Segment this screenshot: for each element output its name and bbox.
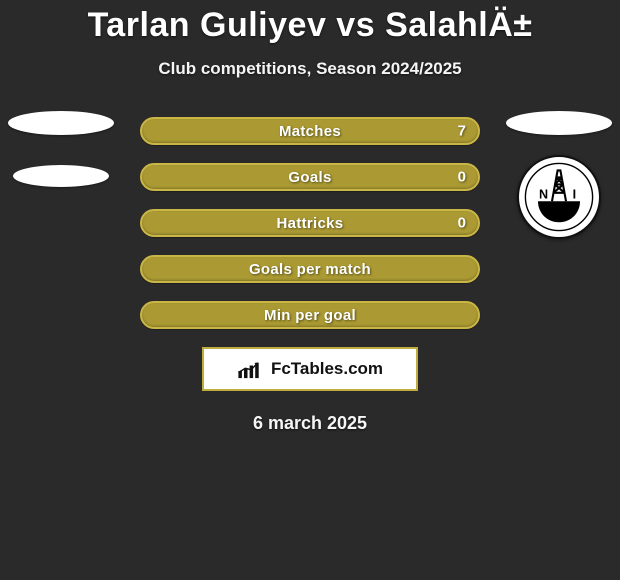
oil-derrick-icon: N I	[524, 162, 594, 232]
footer-date: 6 march 2025	[0, 413, 620, 434]
page-title: Tarlan Guliyev vs SalahlÄ±	[0, 0, 620, 45]
badge-left-letter: N	[539, 187, 548, 201]
stat-bar-goals: Goals 0	[140, 163, 480, 191]
left-player-placeholder	[8, 111, 114, 187]
badge-right-letter: I	[573, 187, 577, 201]
stat-value: 0	[458, 215, 466, 232]
stat-bar-matches: Matches 7	[140, 117, 480, 145]
stat-bar-goals-per-match: Goals per match	[140, 255, 480, 283]
player-club-placeholder	[13, 165, 109, 187]
stat-label: Goals per match	[249, 261, 371, 278]
stat-label: Goals	[288, 169, 331, 186]
page-subtitle: Club competitions, Season 2024/2025	[0, 59, 620, 79]
stat-label: Hattricks	[277, 215, 344, 232]
player-photo-placeholder	[8, 111, 114, 135]
comparison-card: Tarlan Guliyev vs SalahlÄ± Club competit…	[0, 0, 620, 580]
stat-label: Matches	[279, 123, 341, 140]
stats-area: N I Matches 7 Goals 0 Hattricks 0 Goals …	[0, 117, 620, 329]
player-photo-placeholder	[506, 111, 612, 135]
stat-label: Min per goal	[264, 307, 356, 324]
stat-value: 7	[458, 123, 466, 140]
brand-text: FcTables.com	[271, 359, 383, 379]
stat-bar-hattricks: Hattricks 0	[140, 209, 480, 237]
brand-box[interactable]: FcTables.com	[202, 347, 418, 391]
right-player-placeholder: N I	[506, 111, 612, 239]
club-badge: N I	[517, 155, 601, 239]
stat-value: 0	[458, 169, 466, 186]
stat-bar-min-per-goal: Min per goal	[140, 301, 480, 329]
bars-trend-icon	[237, 358, 265, 380]
